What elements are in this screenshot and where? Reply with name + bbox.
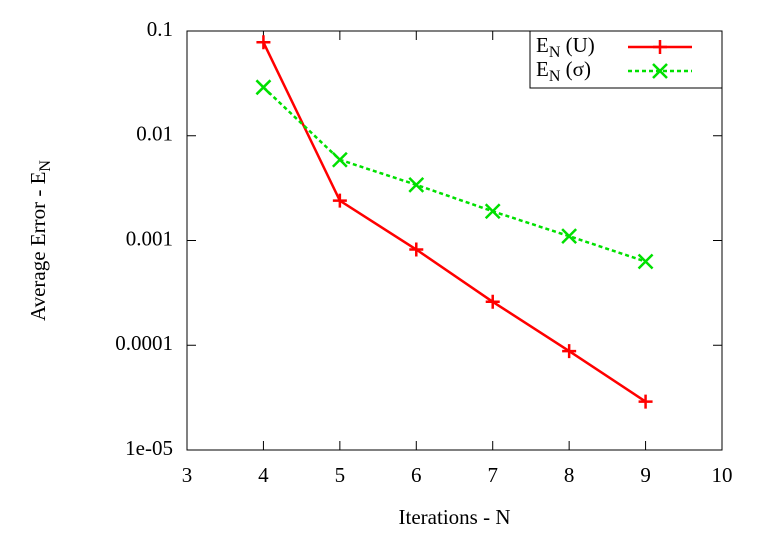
legend-box	[529, 30, 723, 89]
marker	[332, 193, 347, 208]
y-tick-label: 0.01	[136, 122, 173, 146]
legend: EN (U)EN (σ)	[529, 30, 723, 89]
marker	[409, 242, 424, 257]
x-tick-label: 8	[564, 463, 575, 487]
marker	[331, 151, 348, 168]
marker	[485, 294, 500, 309]
x-tick-label: 6	[411, 463, 422, 487]
marker	[652, 63, 668, 79]
y-tick-label: 1e-05	[125, 436, 173, 460]
marker	[637, 253, 654, 270]
marker	[561, 228, 578, 245]
marker	[653, 40, 667, 54]
x-tick-label: 7	[487, 463, 498, 487]
x-axis-label: Iterations - N	[399, 505, 511, 529]
series-line	[262, 41, 647, 403]
marker	[255, 79, 272, 96]
marker	[484, 203, 501, 220]
legend-label: EN (σ)	[536, 57, 591, 85]
y-tick-label: 0.0001	[115, 331, 173, 355]
x-tick-label: 3	[182, 463, 193, 487]
x-tick-label: 4	[258, 463, 269, 487]
x-tick-label: 5	[335, 463, 346, 487]
legend-label: EN (U)	[536, 33, 595, 61]
marker	[408, 176, 425, 193]
y-tick-label: 0.1	[147, 17, 173, 41]
marker	[256, 35, 271, 50]
series-line	[262, 86, 646, 263]
y-tick-label: 0.001	[126, 226, 173, 250]
x-tick-label: 9	[640, 463, 651, 487]
plot-frame	[186, 30, 723, 451]
x-tick-label: 10	[712, 463, 733, 487]
y-axis-label: Average Error - EN	[26, 160, 54, 321]
marker	[562, 344, 577, 359]
marker	[638, 394, 653, 409]
